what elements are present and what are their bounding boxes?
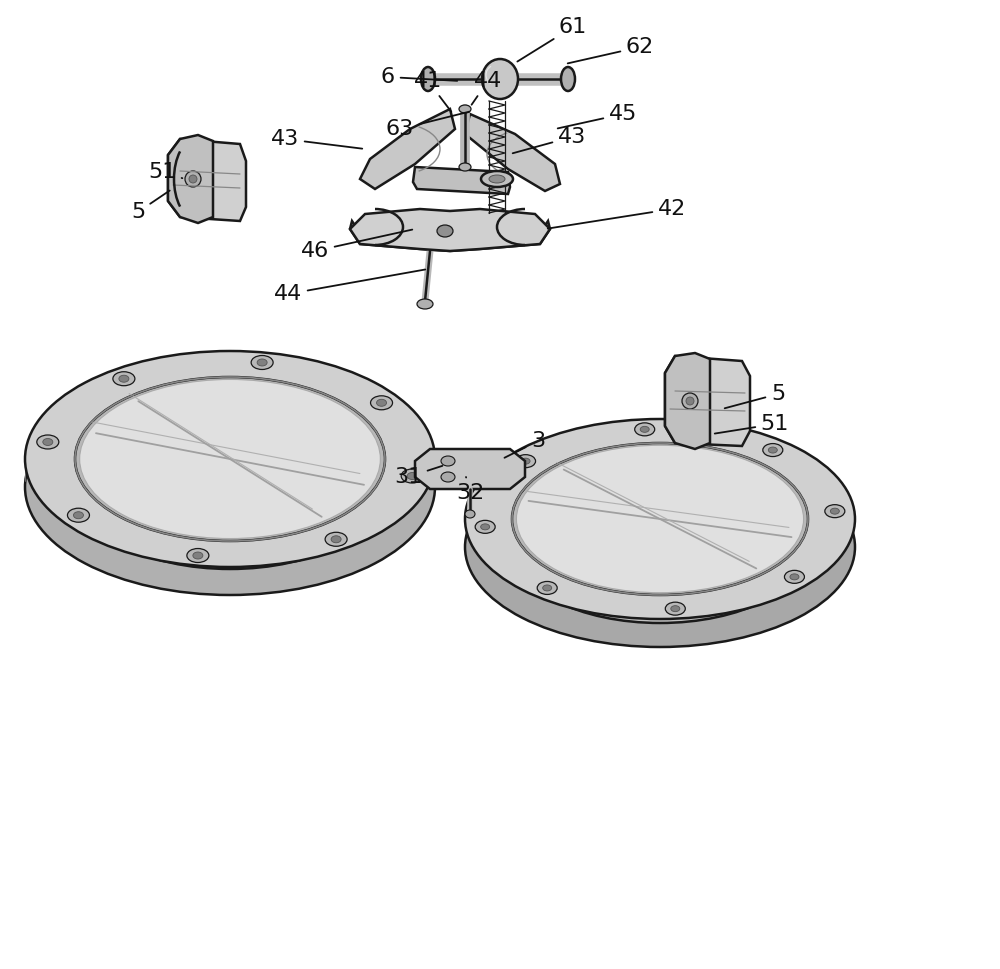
Ellipse shape xyxy=(75,405,385,569)
Ellipse shape xyxy=(465,510,475,518)
Text: 63: 63 xyxy=(386,111,469,139)
Polygon shape xyxy=(168,139,246,221)
Text: 41: 41 xyxy=(414,71,451,111)
Polygon shape xyxy=(413,167,510,194)
Text: 51: 51 xyxy=(148,162,182,182)
Ellipse shape xyxy=(635,422,655,436)
Text: 5: 5 xyxy=(131,191,170,222)
Ellipse shape xyxy=(377,399,387,406)
Text: 61: 61 xyxy=(517,17,587,62)
Ellipse shape xyxy=(481,171,513,187)
Text: 5: 5 xyxy=(725,384,785,408)
Ellipse shape xyxy=(665,602,685,615)
Ellipse shape xyxy=(561,67,575,91)
Ellipse shape xyxy=(686,397,694,405)
Ellipse shape xyxy=(37,435,59,449)
Polygon shape xyxy=(665,356,750,446)
Text: 42: 42 xyxy=(548,199,686,229)
Ellipse shape xyxy=(830,508,839,515)
Polygon shape xyxy=(465,114,560,191)
Polygon shape xyxy=(350,221,550,251)
Ellipse shape xyxy=(640,426,649,432)
Text: 51: 51 xyxy=(715,414,789,434)
Ellipse shape xyxy=(189,175,197,183)
Ellipse shape xyxy=(482,59,518,99)
Ellipse shape xyxy=(459,105,471,113)
Text: 32: 32 xyxy=(456,477,484,503)
Ellipse shape xyxy=(113,372,135,386)
Ellipse shape xyxy=(441,456,455,466)
Text: 6: 6 xyxy=(381,67,457,87)
Ellipse shape xyxy=(784,571,804,583)
Ellipse shape xyxy=(516,454,536,468)
Polygon shape xyxy=(415,449,525,489)
Ellipse shape xyxy=(257,359,267,366)
Ellipse shape xyxy=(459,163,471,171)
Ellipse shape xyxy=(682,393,698,409)
Text: 43: 43 xyxy=(271,129,362,149)
Ellipse shape xyxy=(25,379,435,595)
Ellipse shape xyxy=(25,351,435,567)
Ellipse shape xyxy=(763,444,783,456)
Text: 62: 62 xyxy=(568,37,654,63)
Ellipse shape xyxy=(371,395,393,410)
Ellipse shape xyxy=(825,505,845,517)
Ellipse shape xyxy=(489,175,505,183)
Text: 3: 3 xyxy=(504,431,545,457)
Ellipse shape xyxy=(512,471,808,623)
Ellipse shape xyxy=(331,536,341,543)
Ellipse shape xyxy=(407,473,417,480)
Ellipse shape xyxy=(671,606,680,611)
Text: 31: 31 xyxy=(394,466,442,487)
Polygon shape xyxy=(168,135,213,223)
Ellipse shape xyxy=(790,574,799,579)
Ellipse shape xyxy=(193,552,203,559)
Ellipse shape xyxy=(80,380,380,539)
Ellipse shape xyxy=(516,446,804,593)
Ellipse shape xyxy=(465,419,855,619)
Ellipse shape xyxy=(401,469,423,483)
Ellipse shape xyxy=(251,356,273,369)
Ellipse shape xyxy=(481,524,490,530)
Polygon shape xyxy=(360,109,455,189)
Text: 43: 43 xyxy=(513,127,586,153)
Ellipse shape xyxy=(437,225,453,237)
Text: 44: 44 xyxy=(472,71,502,105)
Text: 45: 45 xyxy=(558,104,637,129)
Ellipse shape xyxy=(475,520,495,533)
Ellipse shape xyxy=(43,439,53,446)
Ellipse shape xyxy=(417,299,433,309)
Text: 44: 44 xyxy=(274,269,425,304)
Ellipse shape xyxy=(537,581,557,594)
Ellipse shape xyxy=(521,458,530,464)
Polygon shape xyxy=(665,353,710,449)
Ellipse shape xyxy=(543,585,552,591)
Ellipse shape xyxy=(187,548,209,563)
Ellipse shape xyxy=(67,508,89,522)
Polygon shape xyxy=(350,209,550,251)
Ellipse shape xyxy=(465,447,855,647)
Ellipse shape xyxy=(441,472,455,482)
Ellipse shape xyxy=(421,67,435,91)
Ellipse shape xyxy=(512,443,808,595)
Ellipse shape xyxy=(325,532,347,547)
Text: 46: 46 xyxy=(301,230,412,261)
Ellipse shape xyxy=(185,171,201,187)
Ellipse shape xyxy=(75,377,385,541)
Ellipse shape xyxy=(73,512,83,518)
Ellipse shape xyxy=(768,447,777,453)
Ellipse shape xyxy=(119,375,129,382)
